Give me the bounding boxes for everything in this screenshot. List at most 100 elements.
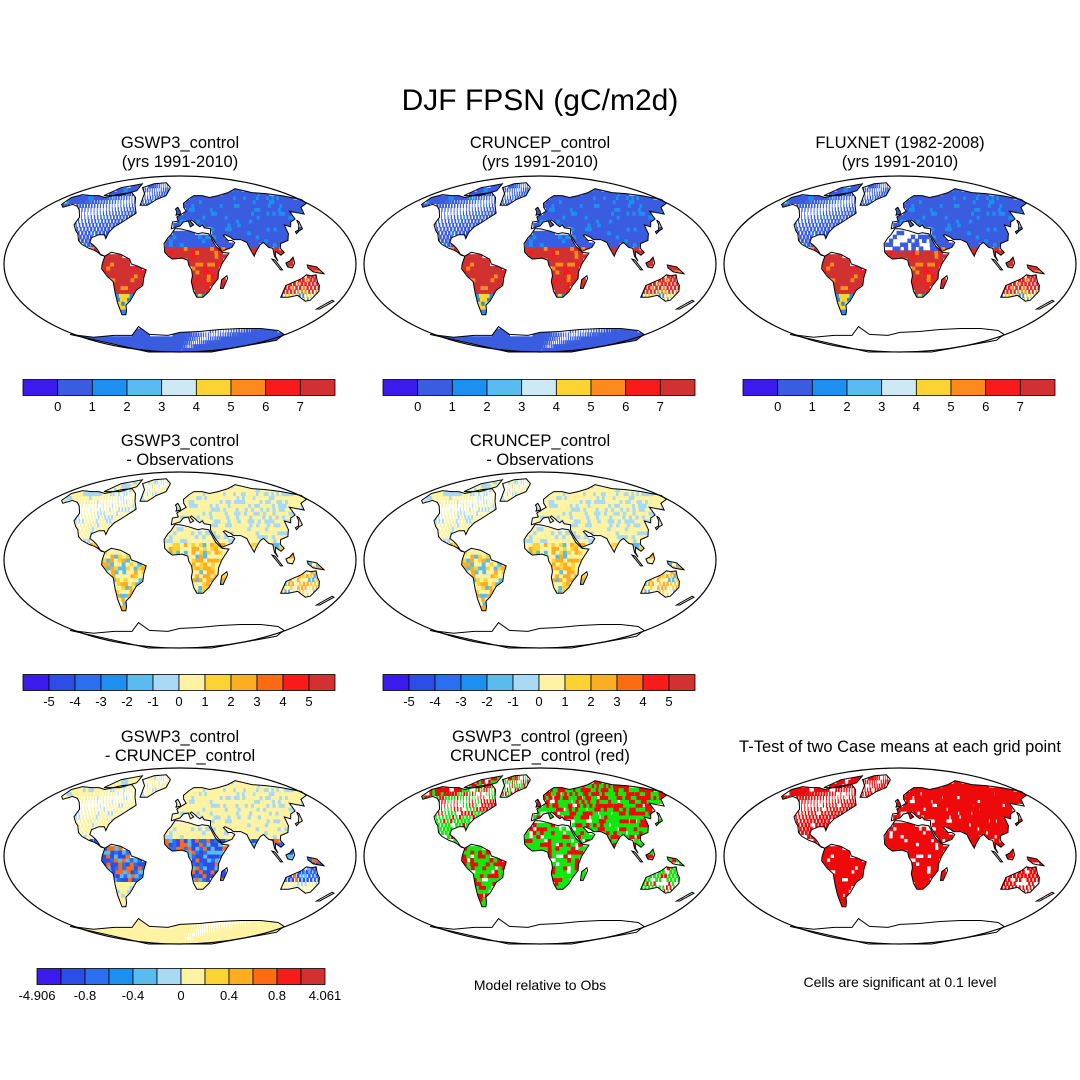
colorbar-tick-label: 3 <box>158 399 165 414</box>
coastline-newZealand <box>674 891 695 902</box>
colorbar-tick-label: 0 <box>177 988 184 1003</box>
coastline-newZealand <box>314 595 335 606</box>
coastline-sumatra <box>630 850 644 863</box>
colorbar-tick-label: 4.061 <box>309 988 342 1003</box>
coastline-eurasia <box>890 780 1028 854</box>
map-border <box>3 175 357 353</box>
colorbar-tick-label: -3 <box>95 694 107 709</box>
map-p5 <box>363 471 717 649</box>
coastline-madagascar <box>579 570 589 585</box>
panel-title-line2: - CRUNCEP_control <box>104 747 256 765</box>
colorbar-box <box>950 379 987 396</box>
colorbar-box <box>564 674 592 691</box>
coastline-newGuinea <box>306 560 326 571</box>
colorbar-tick-label: 1 <box>561 694 568 709</box>
colorbar-box <box>382 379 419 396</box>
coastline-sumatra <box>270 554 284 567</box>
map-p4 <box>3 471 357 649</box>
coastline-arcticIsles <box>823 775 864 789</box>
colorbar-box <box>230 379 267 396</box>
map-border <box>723 175 1077 353</box>
coastlines <box>420 182 695 353</box>
colorbar-box <box>204 674 232 691</box>
coastline-eurasia <box>170 780 308 854</box>
coastline-borneo <box>645 552 656 565</box>
coastline-newZealand <box>1034 299 1055 310</box>
colorbar-box <box>915 379 952 396</box>
colorbar-tick-label: 0.4 <box>220 988 238 1003</box>
coastline-madagascar <box>579 274 589 289</box>
coastline-greenland <box>139 182 171 206</box>
coastlines <box>780 774 1055 945</box>
colorbar-box <box>555 379 592 396</box>
coastline-southAmerica <box>101 843 147 908</box>
colorbar-box <box>228 968 254 985</box>
coastline-borneo <box>285 256 296 269</box>
colorbar-3: 0 1 2 3 4 5 6 7 <box>742 379 1056 414</box>
coastline-southAmerica <box>461 547 507 612</box>
panel-title-line1: CRUNCEP_control <box>469 432 611 450</box>
coastline-japan <box>654 515 664 531</box>
coastlines <box>60 182 335 353</box>
coastlines <box>420 774 695 945</box>
colorbar-tick-label: -0.4 <box>122 988 144 1003</box>
coastline-britain <box>534 502 542 512</box>
map-border <box>363 767 717 945</box>
map-p6 <box>3 767 357 945</box>
coastline-madagascar <box>939 274 949 289</box>
colorbar-tick-label: 6 <box>622 399 629 414</box>
figure-title: DJF FPSN (gC/m2d) <box>401 84 679 117</box>
coastline-japan <box>1014 811 1024 827</box>
coastline-sumatra <box>990 258 1004 271</box>
coastline-newGuinea <box>666 856 686 867</box>
coastline-sumatra <box>270 850 284 863</box>
colorbar-box <box>252 968 278 985</box>
colorbar-tick-label: 1 <box>809 399 816 414</box>
coastline-newZealand <box>674 595 695 606</box>
coastline-newZealand <box>314 891 335 902</box>
colorbar-box <box>126 674 154 691</box>
coastline-arcticIsles <box>463 479 504 493</box>
grid-cells <box>61 479 330 614</box>
coastline-greenland <box>859 774 891 798</box>
colorbar-box <box>811 379 848 396</box>
coastline-eurasia <box>530 484 668 558</box>
colorbar-box <box>417 379 453 396</box>
colorbar-box <box>204 968 230 985</box>
coastline-greenland <box>139 478 171 502</box>
colorbar-tick-label: 1 <box>89 399 96 414</box>
map-border <box>3 767 357 945</box>
panel-title-p6: GSWP3_control - CRUNCEP_control <box>0 728 360 766</box>
coastline-antarctica <box>789 917 1005 945</box>
panel-title-p8: T-Test of two Case means at each grid po… <box>720 738 1080 757</box>
colorbar-box <box>486 674 514 691</box>
map-border <box>3 471 357 649</box>
colorbar-tick-label: 5 <box>587 399 594 414</box>
colorbar-box <box>1019 379 1056 396</box>
coastline-japan <box>294 515 304 531</box>
colorbar-box <box>625 379 661 396</box>
map-border <box>723 767 1077 945</box>
panel-title-line2: (yrs 1991-2010) <box>841 153 959 171</box>
coastline-antarctica <box>429 621 645 649</box>
map-p2 <box>363 175 717 353</box>
colorbar-box <box>590 674 618 691</box>
colorbar-tick-label: -4.906 <box>19 988 56 1003</box>
colorbar-box <box>408 674 436 691</box>
coastline-greenland <box>859 182 891 206</box>
coastline-eurasia <box>530 780 668 854</box>
coastline-arcticIsles <box>103 479 144 493</box>
coastline-japan <box>294 219 304 235</box>
colorbar-box <box>659 379 696 396</box>
panel-title-p1: GSWP3_control (yrs 1991-2010) <box>0 134 360 172</box>
panel-title-line1: T-Test of two Case means at each grid po… <box>739 738 1061 756</box>
colorbar-tick-label: -5 <box>403 694 415 709</box>
colorbar-tick-label: 4 <box>553 399 560 414</box>
colorbar-tick-label: 2 <box>123 399 130 414</box>
coastline-sumatra <box>270 258 284 271</box>
colorbar-box <box>152 674 180 691</box>
colorbar-box <box>486 379 523 396</box>
coastline-northAmerica <box>60 192 137 257</box>
map-p1 <box>3 175 357 353</box>
colorbar-box <box>100 674 128 691</box>
